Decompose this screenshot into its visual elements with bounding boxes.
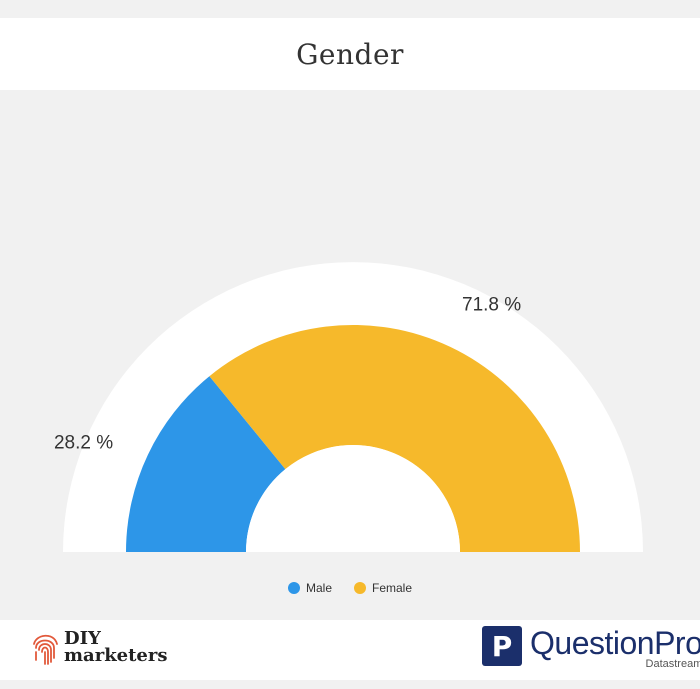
data-label-male: 28.2 % xyxy=(54,432,113,453)
footer: DIY marketers P QuestionPro Datastream xyxy=(0,620,700,680)
questionpro-sub: Datastream xyxy=(645,658,700,670)
chart-title-bar: Gender xyxy=(0,18,700,90)
legend-dot-female xyxy=(354,582,366,594)
legend-item-female[interactable]: Female xyxy=(354,581,412,595)
questionpro-mark-icon: P xyxy=(482,626,522,666)
legend: Male Female xyxy=(0,578,700,598)
data-label-female: 71.8 % xyxy=(462,295,521,316)
questionpro-name: QuestionPro xyxy=(530,625,700,661)
diy-logo-line2: marketers xyxy=(64,645,168,666)
fingerprint-icon xyxy=(33,634,58,665)
questionpro-logo: P QuestionPro Datastream xyxy=(482,626,700,670)
chart-area: 28.2 % 71.8 % xyxy=(0,90,700,620)
legend-label-male: Male xyxy=(305,581,332,595)
diy-marketers-logo: DIY marketers xyxy=(32,628,168,666)
semi-donut-chart: 28.2 % 71.8 % xyxy=(54,262,643,552)
gauge-hole xyxy=(246,445,460,552)
diy-logo-line1: DIY xyxy=(64,628,101,649)
slice-female[interactable] xyxy=(209,325,581,552)
legend-label-female: Female xyxy=(372,581,413,595)
legend-item-male[interactable]: Male xyxy=(287,581,332,595)
slice-male[interactable] xyxy=(126,376,286,552)
legend-dot-male xyxy=(287,582,300,594)
chart-title: Gender xyxy=(296,37,404,71)
